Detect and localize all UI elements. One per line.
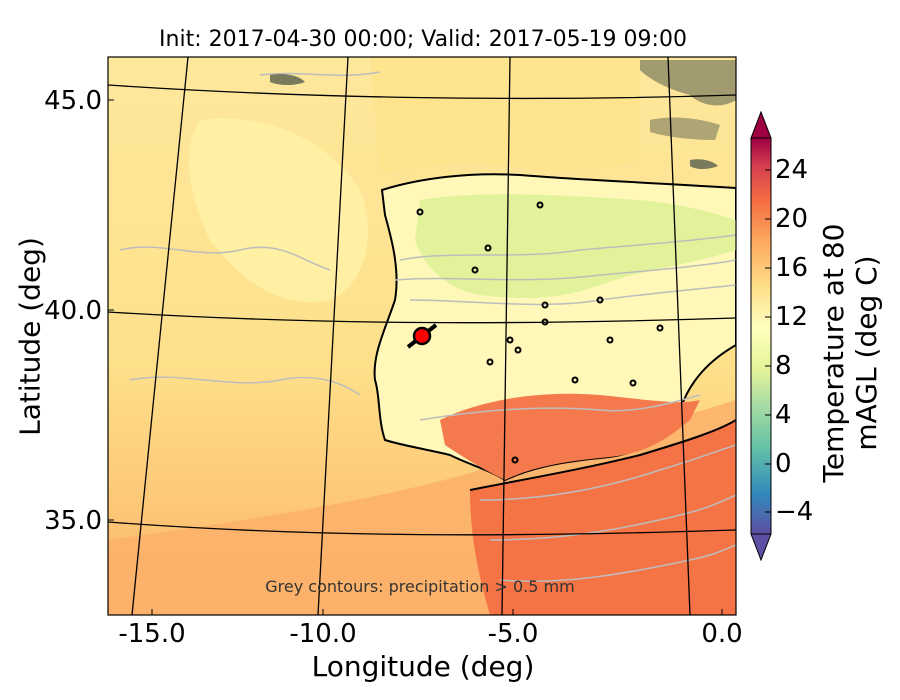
cool-offshore-area [189, 118, 369, 302]
colorbar-max-arrow [750, 110, 772, 139]
precip-annotation: Grey contours: precipitation > 0.5 mm [265, 577, 574, 596]
y-tick-label: 35.0 [44, 506, 102, 536]
map-panel: Grey contours: precipitation > 0.5 mm [108, 57, 736, 615]
cool-highlands [415, 194, 736, 298]
colorbar-tick-label: 20 [775, 204, 809, 234]
y-tick-label: 40.0 [44, 296, 102, 326]
colorbar [750, 110, 772, 562]
y-axis-title: Latitude (deg) [13, 237, 47, 436]
x-tick-label: -10.0 [289, 619, 357, 649]
colorbar-tick-label: 8 [775, 351, 792, 381]
y-tick-label: 45.0 [44, 86, 102, 116]
x-axis-title: Longitude (deg) [311, 650, 535, 683]
colorbar-tick-label: −4 [775, 497, 814, 527]
x-tick-label: -5.0 [487, 619, 539, 649]
colorbar-tick-label: 12 [775, 302, 809, 332]
north-africa [470, 420, 736, 615]
colorbar-tick-label: 0 [775, 449, 792, 479]
terrain-blobs [270, 60, 736, 169]
africa-coastline [469, 419, 736, 491]
map-title: Init: 2017-04-30 00:00; Valid: 2017-05-1… [159, 27, 687, 52]
colorbar-tick-label: 16 [775, 253, 809, 283]
x-tick-label: 0.0 [701, 619, 743, 649]
colorbar-tick-label: 24 [775, 155, 809, 185]
bay-of-biscay [370, 57, 640, 175]
colorbar-min-arrow [750, 533, 772, 562]
lakes [416, 201, 664, 464]
plot-frame [107, 56, 737, 616]
graticule [108, 57, 736, 615]
colorbar-tick-label: 4 [775, 400, 792, 430]
colorbar-title: Temperature at 80 mAGL (deg C) [817, 223, 883, 483]
axis-ticks [108, 99, 723, 615]
precip-contours [119, 71, 736, 583]
location-marker [406, 323, 438, 349]
x-tick-label: -15.0 [118, 619, 186, 649]
